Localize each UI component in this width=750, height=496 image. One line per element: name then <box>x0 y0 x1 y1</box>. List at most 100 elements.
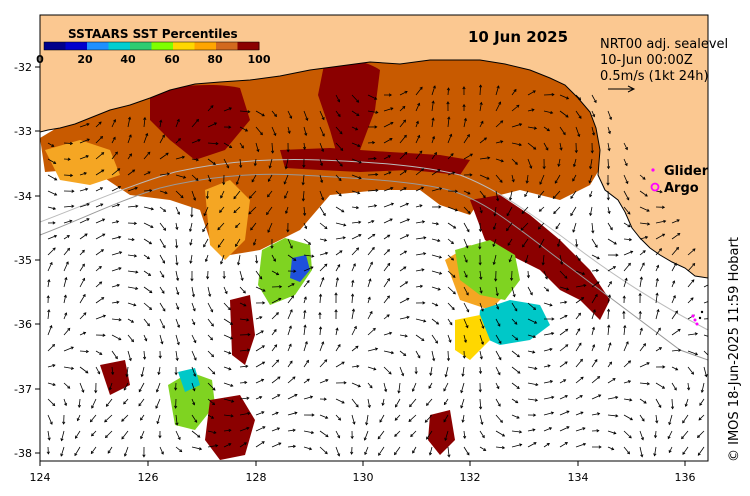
current-vector-head <box>278 297 282 301</box>
current-vector-head <box>358 234 362 237</box>
current-vector-arrow <box>575 126 580 137</box>
current-vector-head <box>276 272 280 276</box>
current-vector-head <box>243 303 247 307</box>
current-vector-arrow <box>207 158 216 165</box>
current-vector-arrow <box>378 446 385 456</box>
current-vector-arrow <box>223 286 228 294</box>
current-vector-head <box>622 295 626 299</box>
current-vector-head <box>321 117 325 121</box>
current-vector-head <box>443 419 447 423</box>
current-vector-arrow <box>127 254 137 257</box>
current-vector-head <box>606 182 610 186</box>
current-vector-arrow <box>284 190 289 199</box>
current-vector-arrow <box>335 344 341 352</box>
current-vector-head <box>220 261 224 265</box>
current-vector-head <box>425 402 429 406</box>
current-vector-head <box>176 306 180 310</box>
current-vector-arrow <box>463 206 471 214</box>
current-vector-head <box>548 427 553 431</box>
current-vector-arrow <box>207 398 215 405</box>
current-vector-head <box>277 394 281 398</box>
current-vector-head <box>213 430 217 435</box>
current-vector-arrow <box>639 414 645 422</box>
current-vector-head <box>564 394 568 398</box>
current-vector-arrow <box>303 254 314 257</box>
current-vector-arrow <box>175 302 179 310</box>
current-vector-arrow <box>463 270 468 278</box>
current-vector-head <box>321 276 325 281</box>
current-vector-head <box>60 453 64 457</box>
current-vector-head <box>175 245 179 249</box>
current-vector-arrow <box>685 398 689 407</box>
current-vector-head <box>517 370 521 374</box>
current-vector-arrow <box>47 430 50 441</box>
current-vector-head <box>626 197 630 201</box>
current-vector-head <box>162 325 165 329</box>
current-vector-head <box>624 163 628 167</box>
current-vector-arrow <box>667 430 673 439</box>
current-vector-head <box>501 433 506 437</box>
current-vector-head <box>247 411 251 416</box>
current-vector-head <box>67 247 71 251</box>
current-vector-head <box>431 135 436 140</box>
current-vector-head <box>81 263 85 267</box>
current-vector-arrow <box>95 366 100 375</box>
current-vector-head <box>537 195 541 199</box>
current-vector-head <box>117 168 121 172</box>
current-vector-head <box>509 277 514 282</box>
current-vector-head <box>655 292 659 296</box>
current-vector-arrow <box>335 446 340 457</box>
current-vector-head <box>668 449 672 454</box>
current-vector-head <box>372 141 376 145</box>
current-vector-head <box>532 90 536 94</box>
current-vector-arrow <box>95 281 102 288</box>
current-vector-arrow <box>79 263 85 272</box>
current-vector-arrow <box>639 250 646 256</box>
current-vector-head <box>148 273 152 276</box>
current-vector-head <box>446 87 451 91</box>
current-vector-head <box>334 292 338 296</box>
current-vector-arrow <box>335 222 346 226</box>
current-vector-head <box>463 117 467 122</box>
current-vector-head <box>448 339 452 343</box>
current-vector-arrow <box>271 359 279 368</box>
current-vector-head <box>147 171 151 175</box>
current-vector-head <box>60 438 64 442</box>
current-vector-head <box>71 204 75 208</box>
current-vector-head <box>534 366 538 370</box>
current-vector-arrow <box>394 430 401 437</box>
current-vector-head <box>46 451 50 455</box>
current-vector-head <box>406 315 410 319</box>
current-vector-head <box>98 265 102 269</box>
current-vector-arrow <box>202 222 209 232</box>
current-vector-head <box>498 340 502 345</box>
current-vector-head <box>325 379 329 383</box>
current-vector-head <box>64 276 68 281</box>
current-vector-arrow <box>639 206 650 212</box>
current-vector-arrow <box>303 341 308 352</box>
current-vector-head <box>340 147 344 151</box>
current-vector-arrow <box>591 238 598 248</box>
current-vector-arrow <box>623 380 631 384</box>
current-vector-arrow <box>127 238 135 241</box>
current-vector-head <box>324 263 328 267</box>
current-vector-arrow <box>479 206 483 213</box>
current-vector-head <box>166 172 171 176</box>
current-vector-arrow <box>383 187 393 192</box>
current-vector-head <box>554 180 558 184</box>
current-vector-head <box>498 357 502 361</box>
current-vector-arrow <box>412 446 417 454</box>
current-vector-head <box>507 242 511 246</box>
current-vector-arrow <box>377 430 385 440</box>
current-vector-arrow <box>399 350 406 356</box>
current-vector-arrow <box>351 382 361 387</box>
current-vector-head <box>613 431 617 435</box>
current-vector-arrow <box>47 344 55 352</box>
current-vector-head <box>337 435 341 439</box>
current-vector-arrow <box>287 360 293 368</box>
current-vector-head <box>302 212 307 217</box>
current-vector-arrow <box>682 446 689 455</box>
current-vector-arrow <box>367 382 373 389</box>
current-vector-head <box>261 411 265 415</box>
current-vector-arrow <box>189 238 193 246</box>
